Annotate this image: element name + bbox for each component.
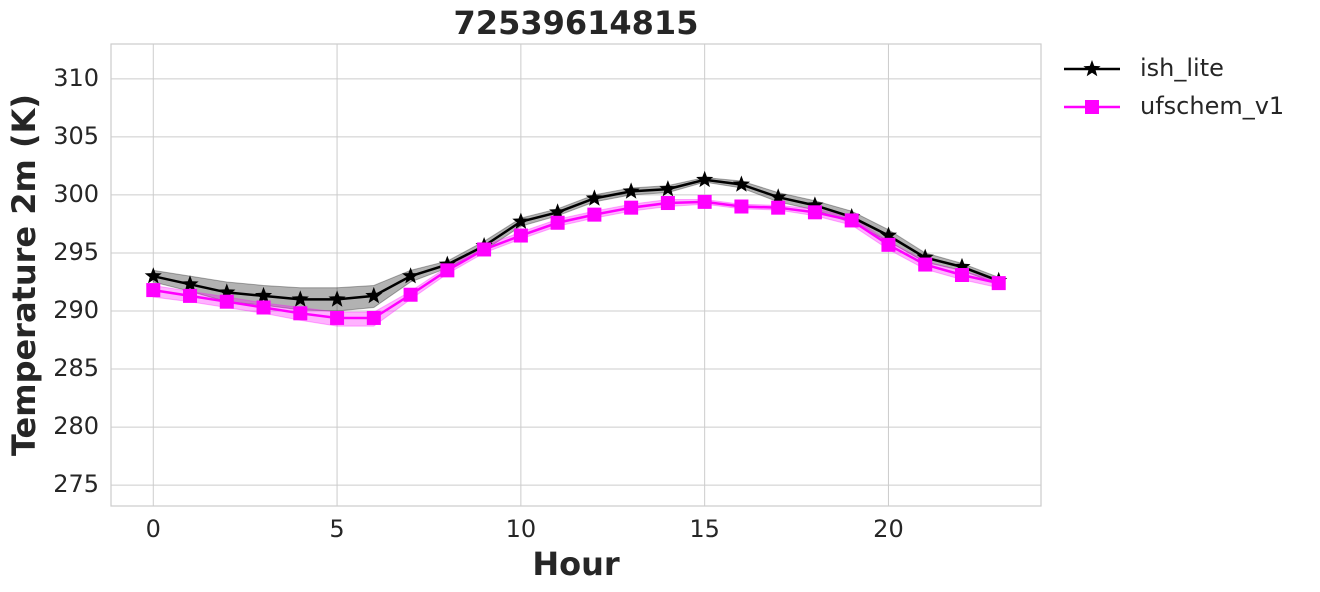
marker	[256, 300, 271, 315]
marker	[477, 242, 492, 257]
marker	[769, 188, 787, 205]
marker	[881, 237, 896, 252]
marker	[879, 226, 897, 243]
x-axis-label: Hour	[532, 545, 620, 583]
marker	[624, 200, 639, 215]
y-tick-label: 310	[53, 64, 99, 92]
marker	[696, 170, 714, 188]
y-tick-label: 300	[53, 180, 99, 208]
marker	[255, 286, 273, 304]
marker	[732, 175, 750, 192]
x-tick-label: 10	[506, 515, 537, 543]
marker	[954, 268, 969, 282]
marker	[440, 263, 455, 278]
marker	[291, 290, 309, 307]
x-tick-label: 15	[689, 515, 720, 543]
marker	[549, 203, 567, 220]
marker	[697, 194, 712, 209]
marker	[844, 213, 859, 228]
marker	[330, 310, 345, 325]
error-band	[152, 176, 1000, 312]
legend-marker	[1085, 100, 1099, 114]
plot-frame	[110, 43, 1042, 507]
marker	[219, 294, 234, 309]
line	[153, 178, 1000, 301]
marker	[918, 257, 933, 272]
marker	[144, 267, 162, 284]
marker	[806, 196, 824, 213]
legend-label: ufschem_v1	[1140, 92, 1284, 120]
marker	[585, 189, 603, 206]
y-tick-label: 295	[53, 238, 99, 266]
x-tick-label: 20	[873, 515, 904, 543]
y-tick-label: 290	[53, 296, 99, 324]
marker	[183, 288, 198, 303]
marker	[550, 215, 565, 230]
marker	[366, 310, 381, 325]
marker	[587, 207, 602, 222]
marker	[218, 283, 236, 300]
marker	[512, 212, 530, 229]
marker	[622, 182, 640, 199]
marker	[991, 276, 1006, 291]
y-tick-label: 275	[53, 470, 99, 498]
legend-marker	[1083, 60, 1101, 77]
marker	[181, 275, 199, 292]
marker	[659, 180, 677, 197]
x-tick-label: 5	[329, 515, 344, 543]
marker	[953, 257, 971, 275]
marker	[146, 283, 161, 298]
marker	[403, 287, 418, 302]
marker	[293, 306, 308, 321]
marker	[660, 196, 675, 211]
y-tick-label: 305	[53, 122, 99, 150]
x-tick-label: 0	[146, 515, 161, 543]
y-axis-label: Temperature 2m (K)	[5, 94, 43, 456]
marker	[513, 228, 528, 243]
marker	[734, 199, 749, 214]
marker	[807, 205, 822, 220]
marker	[402, 267, 420, 284]
marker	[916, 248, 934, 265]
legend-label: ish_lite	[1140, 54, 1224, 82]
chart-title: 72539614815	[454, 4, 699, 42]
y-tick-label: 280	[53, 412, 99, 440]
marker	[771, 200, 786, 215]
y-tick-label: 285	[53, 354, 99, 382]
marker	[328, 290, 346, 307]
marker	[365, 286, 383, 304]
